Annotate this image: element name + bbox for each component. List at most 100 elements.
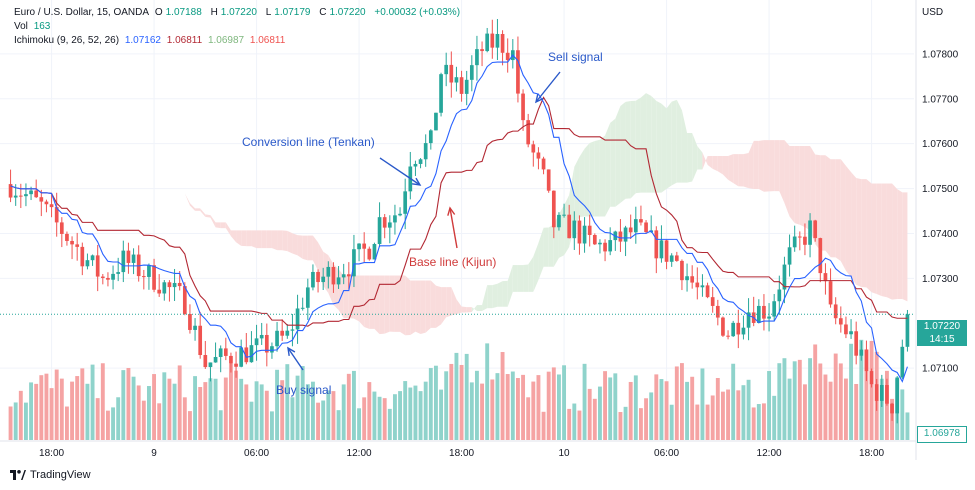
- cloud-segment: [435, 285, 442, 328]
- candle-body: [828, 281, 833, 305]
- volume-bar: [838, 363, 843, 440]
- candle-body: [690, 276, 695, 283]
- volume-bar: [777, 363, 782, 440]
- volume-bar: [85, 383, 90, 440]
- cloud-segment: [543, 227, 549, 267]
- candle-body: [111, 273, 115, 280]
- y-tick-label: 1.07400: [922, 229, 959, 240]
- candle-body: [900, 346, 905, 378]
- cloud-segment: [692, 132, 698, 182]
- cloud-segment: [236, 230, 242, 246]
- cloud-segment: [799, 146, 805, 228]
- buy-signal-annotation: Buy signal: [276, 383, 332, 397]
- cloud-segment: [594, 139, 600, 217]
- candle-body: [275, 330, 279, 347]
- ohlc-low: L 1.07179: [265, 7, 311, 18]
- volume-bar: [121, 370, 126, 440]
- candle-body: [172, 282, 177, 288]
- volume-bar: [644, 398, 649, 440]
- tenkan-line: [10, 54, 908, 383]
- cloud-segment: [456, 299, 462, 315]
- volume-bar: [900, 389, 905, 440]
- volume-bar: [772, 395, 777, 440]
- volume-bar: [116, 397, 121, 440]
- cloud-segment: [251, 230, 257, 249]
- cloud-segment: [548, 224, 554, 267]
- candle-body: [813, 220, 818, 239]
- volume-bar: [495, 373, 500, 440]
- candle-body: [387, 222, 392, 228]
- candle-body: [536, 152, 541, 159]
- volume-bar: [275, 369, 280, 440]
- volume-bar: [613, 373, 618, 440]
- cloud-segment: [230, 230, 237, 243]
- volume-bar: [541, 411, 546, 440]
- volume-bar: [249, 401, 254, 440]
- volume-bar: [603, 371, 608, 440]
- candle-body: [239, 347, 244, 367]
- candle-body: [608, 240, 613, 252]
- volume-legend: Vol 163: [14, 21, 53, 32]
- volume-bar: [13, 402, 18, 440]
- volume-bar: [75, 376, 80, 440]
- cloud-segment: [497, 281, 503, 307]
- candle-body: [331, 266, 336, 285]
- cloud-segment: [312, 235, 319, 271]
- candle-body: [167, 282, 172, 288]
- volume-bar: [802, 384, 807, 440]
- cloud-segment: [215, 222, 221, 229]
- candle-body: [485, 33, 490, 52]
- ichimoku-cloud: [143, 93, 908, 336]
- volume-bar: [223, 377, 228, 440]
- cloud-segment: [528, 256, 534, 292]
- candle-body: [731, 322, 736, 337]
- volume-bar: [567, 408, 572, 440]
- volume-bar: [382, 398, 387, 440]
- cloud-segment: [261, 230, 267, 249]
- volume-bar: [756, 404, 761, 440]
- cloud-segment: [789, 146, 795, 224]
- candle-body: [659, 240, 664, 259]
- volume-bar: [808, 358, 813, 440]
- cloud-segment: [897, 189, 903, 299]
- volume-bar: [90, 364, 95, 440]
- candle-body: [198, 325, 203, 356]
- volume-bar: [633, 375, 638, 440]
- cloud-segment: [717, 155, 723, 175]
- conversion-line-annotation: Conversion line (Tenkan): [242, 135, 375, 149]
- cloud-segment: [430, 280, 436, 328]
- cloud-segment: [318, 242, 324, 286]
- ichimoku-value-1: 1.07162: [124, 35, 161, 46]
- cloud-segment: [712, 155, 718, 172]
- volume-bar: [146, 386, 151, 440]
- cloud-segment: [753, 140, 759, 189]
- candle-body: [413, 163, 418, 167]
- volume-bar: [623, 406, 628, 440]
- volume-bar: [331, 391, 336, 440]
- candle-body: [259, 334, 264, 339]
- ichimoku-value-3: 1.06987: [207, 35, 245, 46]
- volume-bar: [105, 410, 110, 440]
- candle-body: [126, 250, 131, 263]
- candle-body: [147, 265, 151, 277]
- cloud-segment: [277, 230, 283, 251]
- candle-body: [905, 314, 910, 347]
- volume-bar: [792, 361, 797, 440]
- volume-bar: [556, 374, 561, 440]
- volume-bar: [546, 371, 551, 440]
- volume-bar: [321, 400, 326, 440]
- volume-bar: [674, 366, 679, 440]
- volume-bar: [459, 364, 464, 440]
- volume-bar: [649, 392, 654, 440]
- candle-body: [577, 220, 582, 244]
- candle-body: [70, 240, 74, 245]
- candle-body: [295, 308, 300, 330]
- volume-bar: [797, 359, 802, 440]
- candle-body: [895, 377, 900, 414]
- candle-body: [203, 355, 208, 368]
- cloud-segment: [845, 165, 852, 278]
- candle-body: [551, 190, 556, 228]
- volume-bar: [316, 402, 321, 440]
- candle-body: [598, 242, 602, 245]
